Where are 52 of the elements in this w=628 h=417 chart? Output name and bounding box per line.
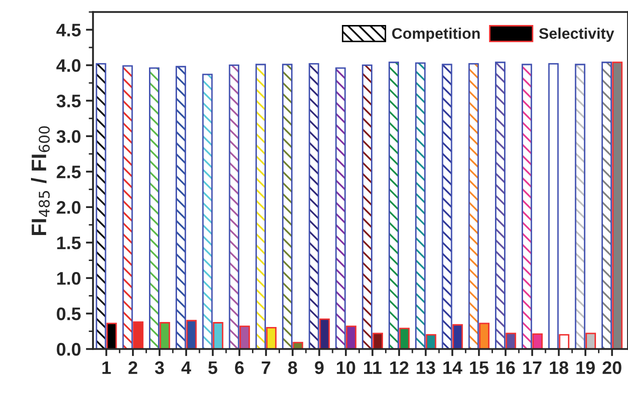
legend-label: Competition: [392, 28, 480, 42]
bar: [160, 322, 170, 349]
bar: [133, 321, 144, 349]
x-tick-label: 13: [416, 361, 436, 374]
x-tick-label: 9: [314, 361, 324, 374]
y-tick-label: 0.5: [56, 307, 81, 320]
x-tick-label: 19: [576, 361, 595, 374]
y-tick-label: 4.5: [56, 24, 81, 36]
legend-label: Selectivity: [539, 28, 614, 42]
y-axis-title: FI$_{485}$ / FI$_{600}$: [31, 126, 50, 235]
bar: [586, 332, 596, 349]
bar: [612, 62, 623, 349]
x-tick-label: 11: [364, 361, 382, 374]
bar: [106, 322, 117, 349]
x-tick-label: 7: [262, 361, 270, 374]
x-tick-label: 8: [288, 361, 298, 374]
bar: [532, 333, 543, 349]
x-tick-label: 5: [208, 361, 218, 374]
bar: [558, 334, 570, 349]
bar: [212, 322, 224, 349]
bar: [426, 334, 436, 349]
y-tick-label: 1.0: [57, 272, 80, 285]
x-tick-label: 6: [235, 361, 244, 374]
bar: [319, 318, 330, 349]
y-tick-label: 4.0: [56, 59, 80, 72]
x-tick-label: 18: [550, 361, 568, 374]
y-tick-label: 3.5: [56, 94, 81, 108]
y-tick-label: 2.5: [56, 166, 81, 178]
y-tick-label: 0.0: [56, 342, 80, 356]
x-tick-label: 16: [496, 361, 515, 374]
x-tick-label: 20: [602, 361, 622, 374]
y-tick-label: 1.5: [57, 236, 81, 250]
x-tick-label: 1: [102, 361, 111, 374]
bar: [479, 322, 490, 349]
x-tick-label: 3: [154, 361, 164, 374]
y-tick-label: 3.0: [56, 130, 80, 143]
bar: [346, 326, 356, 349]
x-tick-label: 12: [390, 361, 408, 374]
bar: [452, 324, 463, 349]
bar: [372, 332, 384, 349]
bar: [266, 327, 277, 349]
x-tick-label: 17: [523, 361, 542, 374]
x-tick-label: 15: [470, 361, 488, 374]
bar: [186, 320, 197, 349]
bar: [239, 326, 250, 349]
bar: [506, 332, 516, 349]
x-tick-label: 4: [181, 361, 192, 374]
x-tick-label: 2: [128, 361, 138, 374]
x-tick-label: 14: [443, 361, 462, 374]
y-tick-label: 2.0: [56, 201, 80, 214]
bar: [399, 328, 410, 349]
x-tick-label: 10: [336, 361, 356, 374]
